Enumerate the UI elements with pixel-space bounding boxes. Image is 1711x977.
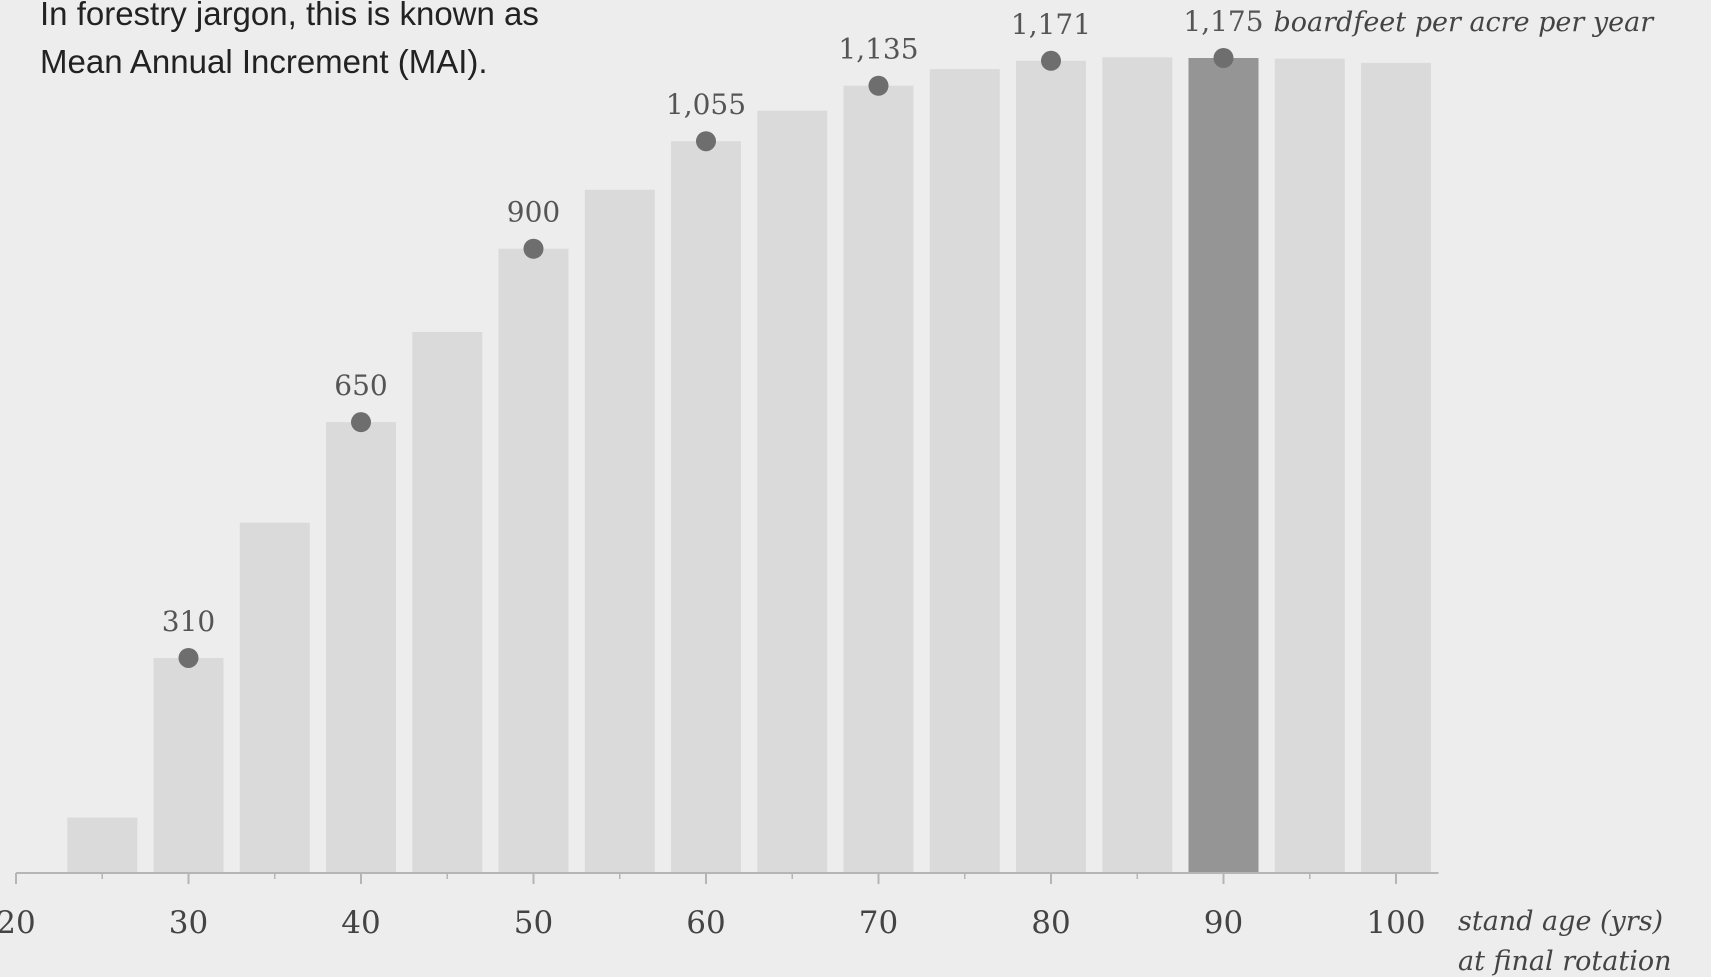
bar-40 (326, 422, 396, 873)
bar-group (67, 57, 1431, 874)
value-label-90: 1,175 (1183, 5, 1263, 38)
dot-50 (523, 238, 544, 259)
y-unit-label: boardfeet per acre per year (1274, 7, 1656, 38)
x-tick-label-30: 30 (169, 905, 208, 941)
bar-65 (757, 110, 828, 873)
x-axis-title-line-2: at final rotation (1458, 946, 1671, 977)
bar-75 (929, 69, 1000, 874)
x-tick-label-20: 20 (0, 905, 36, 941)
x-axis-title-line-1: stand age (yrs) (1458, 906, 1663, 937)
bar-85 (1102, 57, 1173, 874)
x-axis-ticks: 20 30 40 50 60 70 80 90 100 (0, 873, 1426, 941)
value-label-40: 650 (334, 369, 387, 402)
x-tick-label-60: 60 (686, 905, 725, 941)
dot-60 (696, 131, 716, 152)
bar-70 (843, 85, 914, 873)
dot-80 (1041, 50, 1061, 71)
intro-line-2: Mean Annual Increment (MAI). (40, 43, 488, 80)
bar-60 (671, 141, 741, 873)
x-tick-label-50: 50 (514, 905, 553, 941)
intro-line-1: In forestry jargon, this is known as (40, 0, 539, 32)
bar-25 (67, 817, 138, 873)
value-label-30: 310 (162, 605, 215, 638)
bar-90 (1188, 58, 1259, 873)
dot-group (178, 48, 1234, 668)
dot-90 (1213, 48, 1234, 68)
value-label-50: 900 (507, 196, 560, 229)
x-tick-label-100: 100 (1366, 905, 1425, 941)
value-label-70: 1,135 (838, 33, 918, 66)
x-tick-label-70: 70 (859, 905, 898, 941)
value-label-80: 1,171 (1011, 8, 1091, 41)
bar-95 (1274, 58, 1345, 873)
dot-70 (868, 75, 889, 96)
bar-100 (1361, 62, 1431, 873)
x-tick-label-80: 80 (1031, 905, 1070, 941)
x-tick-label-90: 90 (1204, 905, 1243, 941)
bar-55 (584, 189, 655, 874)
value-label-60: 1,055 (666, 88, 746, 121)
bar-50 (498, 248, 569, 873)
bar-35 (239, 522, 310, 873)
x-tick-label-40: 40 (341, 905, 380, 941)
dot-30 (178, 647, 199, 668)
dot-40 (351, 412, 371, 433)
bar-30 (153, 658, 224, 873)
bar-80 (1016, 60, 1086, 874)
value-label-group: 310 650 900 1,055 1,135 1,171 1,175 (162, 5, 1264, 638)
bar-45 (412, 332, 483, 873)
intro-text: In forestry jargon, this is known as Mea… (40, 0, 539, 86)
